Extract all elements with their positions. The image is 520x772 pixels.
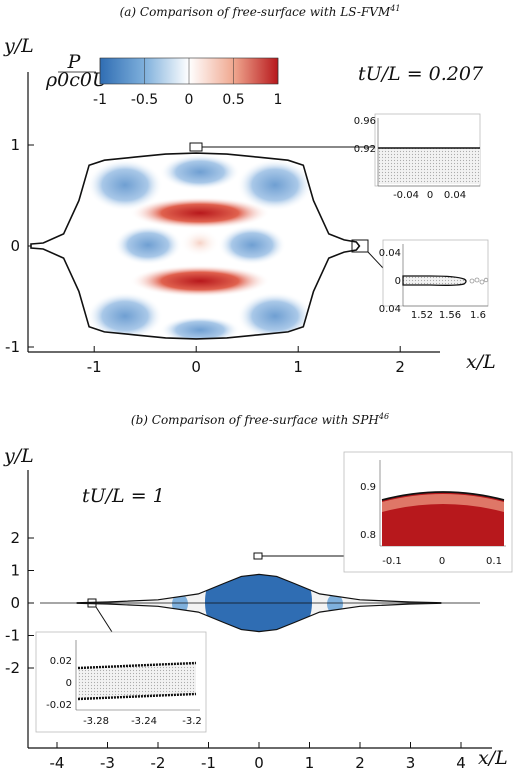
inset-tip-ytick-1: 0.04 xyxy=(379,248,401,259)
inset-top-ytick-2: 0.92 xyxy=(354,144,376,155)
panel-b-ytick-label-1: 1 xyxy=(10,562,20,580)
panel-b-ytick-label-3: -1 xyxy=(5,627,20,645)
inset-top-xtick-1: -0.04 xyxy=(393,190,419,201)
panel-a-xtick-label-2: 1 xyxy=(293,358,303,376)
panel-b-zoom-box-tail xyxy=(87,598,97,608)
inset-top-xtick-2: 0 xyxy=(427,190,433,201)
panel-b-ytick-label-2: 0 xyxy=(10,594,20,612)
panel-a-pressure-field xyxy=(31,153,360,339)
inset-crest-xtick-1: -0.1 xyxy=(382,556,402,567)
panel-b-xtick-label-0: -4 xyxy=(50,754,65,772)
panel-b-xtick-label-7: 3 xyxy=(406,754,416,772)
panel-b-title: (b) Comparison of free-surface with SPH4… xyxy=(130,412,390,427)
colorbar-label-denominator: ρ0c0U xyxy=(45,69,109,91)
inset-top-xtick-3: 0.04 xyxy=(444,190,466,201)
inset-crest-ytick-2: 0.8 xyxy=(360,530,376,541)
panel-b-inset-crest: 0.9 0.8 -0.1 0 0.1 xyxy=(343,451,513,573)
inset-tip-xtick-1: 1.52 xyxy=(411,310,433,321)
panel-a-ytick-label-2: 1 xyxy=(10,136,20,154)
panel-b-ytick-label-0: 2 xyxy=(10,529,20,547)
panel-b-y-ticks: 2 1 0 -1 -2 xyxy=(5,529,34,677)
panel-b: y/L x/L -4 -3 -2 -1 0 1 2 3 4 2 1 0 -1 -2 tU/L = 1 0 xyxy=(3,445,513,772)
colorbar-label-numerator: P xyxy=(67,51,82,73)
panel-a-title: (a) Comparison of free-surface with LS-F… xyxy=(119,4,401,19)
panel-a-xtick-label-0: -1 xyxy=(87,358,102,376)
colorbar: P ρ0c0U -1 -0.5 0 0.5 1 xyxy=(45,51,282,108)
panel-b-inset-tail: 0.02 0 -0.02 -3.28 -3.24 -3.2 xyxy=(35,631,207,733)
panel-b-ylabel: y/L xyxy=(3,445,34,467)
inset-tail-xtick-3: -3.2 xyxy=(182,716,202,727)
panel-b-xtick-label-5: 1 xyxy=(305,754,315,772)
inset-tip-ytick-3: 0.04 xyxy=(379,304,401,315)
colorbar-tick-label-1: -0.5 xyxy=(131,92,158,108)
panel-b-ytick-label-4: -2 xyxy=(5,659,20,677)
panel-b-time-label: tU/L = 1 xyxy=(82,485,165,507)
colorbar-tick-label-0: -1 xyxy=(93,92,107,108)
panel-a-free-surface xyxy=(30,152,361,340)
inset-tip-xtick-3: 1.6 xyxy=(470,310,486,321)
panel-a-ylabel: y/L xyxy=(3,35,34,57)
inset-tip-xtick-2: 1.56 xyxy=(439,310,461,321)
panel-a-ytick-label-1: 0 xyxy=(10,237,20,255)
panel-b-x-ticks: -4 -3 -2 -1 0 1 2 3 4 xyxy=(50,742,466,772)
inset-crest-xtick-2: 0 xyxy=(439,556,445,567)
colorbar-tick-label-3: 0.5 xyxy=(222,92,244,108)
panel-a-inset-top: 0.96 0.92 -0.04 0 0.04 xyxy=(354,113,481,201)
panel-a-zoom-box-tip xyxy=(351,239,369,253)
inset-tip-ytick-2: 0 xyxy=(395,276,401,287)
panel-b-xlabel: x/L xyxy=(478,747,508,769)
inset-crest-ytick-1: 0.9 xyxy=(360,482,376,493)
panel-b-xtick-label-4: 0 xyxy=(254,754,264,772)
panel-b-xtick-label-1: -3 xyxy=(100,754,115,772)
panel-a-xtick-label-3: 2 xyxy=(395,358,405,376)
panel-b-xtick-label-6: 2 xyxy=(355,754,365,772)
panel-a-time-label: tU/L = 0.207 xyxy=(358,63,484,85)
panel-b-xtick-label-3: -1 xyxy=(201,754,216,772)
inset-tail-ytick-3: -0.02 xyxy=(46,700,72,711)
colorbar-ticks: -1 -0.5 0 0.5 1 xyxy=(93,58,282,108)
panel-a-ytick-label-0: -1 xyxy=(5,338,20,356)
panel-a-y-ticks: -1 0 1 xyxy=(5,136,34,356)
inset-top-ytick-1: 0.96 xyxy=(354,116,376,127)
panel-b-xtick-label-2: -2 xyxy=(151,754,166,772)
inset-tail-ytick-2: 0 xyxy=(66,678,72,689)
inset-crest-xtick-3: 0.1 xyxy=(486,556,502,567)
panel-a-x-ticks: -1 0 1 2 xyxy=(87,346,405,376)
panel-b-xtick-label-8: 4 xyxy=(456,754,466,772)
panel-a: y/L x/L -1 0 1 2 -1 0 1 P ρ0c0U -1 -0.5 0 0.5 1 t… xyxy=(3,35,496,376)
colorbar-tick-label-2: 0 xyxy=(185,92,194,108)
panel-a-zoom-box-top xyxy=(189,142,203,152)
inset-tail-xtick-2: -3.24 xyxy=(131,716,157,727)
inset-tail-ytick-1: 0.02 xyxy=(50,656,72,667)
panel-a-xlabel: x/L xyxy=(466,351,496,373)
inset-tail-xtick-1: -3.28 xyxy=(83,716,109,727)
panel-b-zoom-box-crest xyxy=(253,552,263,560)
panel-a-xtick-label-1: 0 xyxy=(191,358,201,376)
colorbar-tick-label-4: 1 xyxy=(274,92,283,108)
panel-a-inset-tip: 0.04 0 0.04 1.52 1.56 1.6 xyxy=(379,239,489,321)
